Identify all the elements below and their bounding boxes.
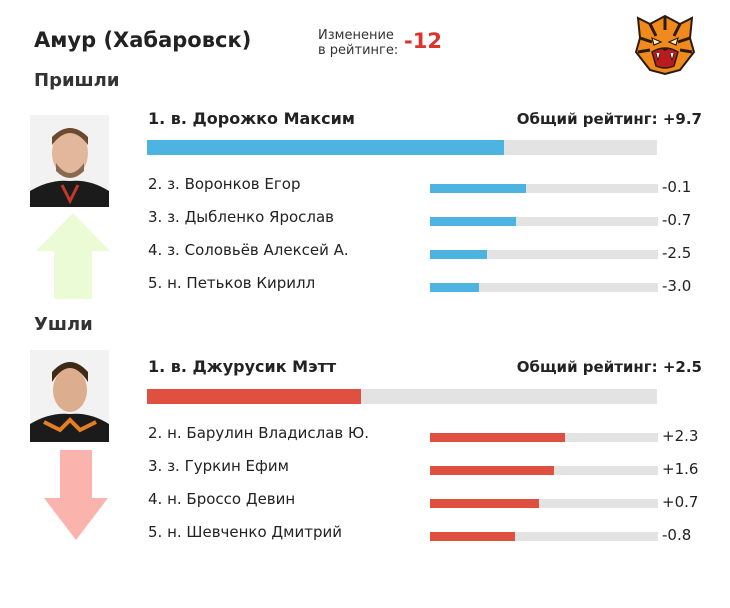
- sub-rating-bar-track: [430, 250, 658, 259]
- sub-rating-value: -2.5: [662, 244, 692, 262]
- sub-player-label: 2. з. Воронков Егор: [148, 175, 301, 193]
- sub-rating-bar: [430, 250, 487, 259]
- sub-player-label: 2. н. Барулин Владислав Ю.: [148, 424, 370, 442]
- player-photo-incoming-image: [30, 115, 109, 207]
- player-photo-outgoing-image: [30, 350, 109, 442]
- main-rating-bar-track: [147, 389, 657, 404]
- sub-rating-bar-track: [430, 433, 658, 442]
- sub-rating-value: -0.7: [662, 211, 692, 229]
- main-player-label: 1. в. Дорожко Максим: [148, 109, 355, 128]
- sub-rating-bar: [430, 532, 515, 541]
- sub-rating-value: +0.7: [662, 493, 699, 511]
- sub-rating-bar: [430, 466, 554, 475]
- total-rating-label: Общий рейтинг: +9.7: [516, 110, 702, 128]
- rating-change-label-text: Изменение в рейтинге:: [318, 28, 399, 58]
- sub-rating-bar: [430, 499, 540, 508]
- main-rating-bar: [147, 389, 362, 404]
- sub-rating-value: -0.1: [662, 178, 692, 196]
- main-player-label: 1. в. Джурусик Мэтт: [148, 357, 337, 376]
- section-label-incoming: Пришли: [34, 70, 120, 91]
- sub-player-label: 5. н. Шевченко Дмитрий: [148, 523, 342, 541]
- player-photo-incoming: [30, 115, 109, 207]
- sub-rating-bar-track: [430, 283, 658, 292]
- sub-player-label: 5. н. Петьков Кирилл: [148, 274, 316, 292]
- rating-change-value: -12: [404, 29, 442, 53]
- main-rating-bar-track: [147, 140, 657, 155]
- sub-rating-bar: [430, 184, 527, 193]
- team-title: Амур (Хабаровск): [34, 28, 252, 52]
- sub-rating-bar-track: [430, 217, 658, 226]
- sub-rating-bar: [430, 433, 566, 442]
- sub-rating-value: +2.3: [662, 427, 699, 445]
- total-rating-label: Общий рейтинг: +2.5: [516, 358, 702, 376]
- sub-rating-bar-track: [430, 499, 658, 508]
- sub-rating-value: -3.0: [662, 277, 692, 295]
- sub-rating-bar-track: [430, 184, 658, 193]
- main-rating-bar: [147, 140, 504, 155]
- sub-rating-bar-track: [430, 466, 658, 475]
- sub-rating-bar: [430, 283, 479, 292]
- rating-change-label: Изменение в рейтинге:: [318, 28, 404, 58]
- tiger-logo-icon: [634, 14, 696, 76]
- sub-rating-bar-track: [430, 532, 658, 541]
- sub-rating-value: -0.8: [662, 526, 692, 544]
- arrow-down-icon: [44, 450, 108, 540]
- arrow-up-icon: [36, 213, 110, 299]
- sub-player-label: 4. з. Соловьёв Алексей А.: [148, 241, 349, 259]
- sub-player-label: 3. з. Гуркин Ефим: [148, 457, 289, 475]
- sub-player-label: 4. н. Броссо Девин: [148, 490, 296, 508]
- player-photo-outgoing: [30, 350, 109, 442]
- sub-rating-bar: [430, 217, 517, 226]
- sub-rating-value: +1.6: [662, 460, 699, 478]
- section-label-outgoing: Ушли: [34, 314, 93, 335]
- sub-player-label: 3. з. Дыбленко Ярослав: [148, 208, 335, 226]
